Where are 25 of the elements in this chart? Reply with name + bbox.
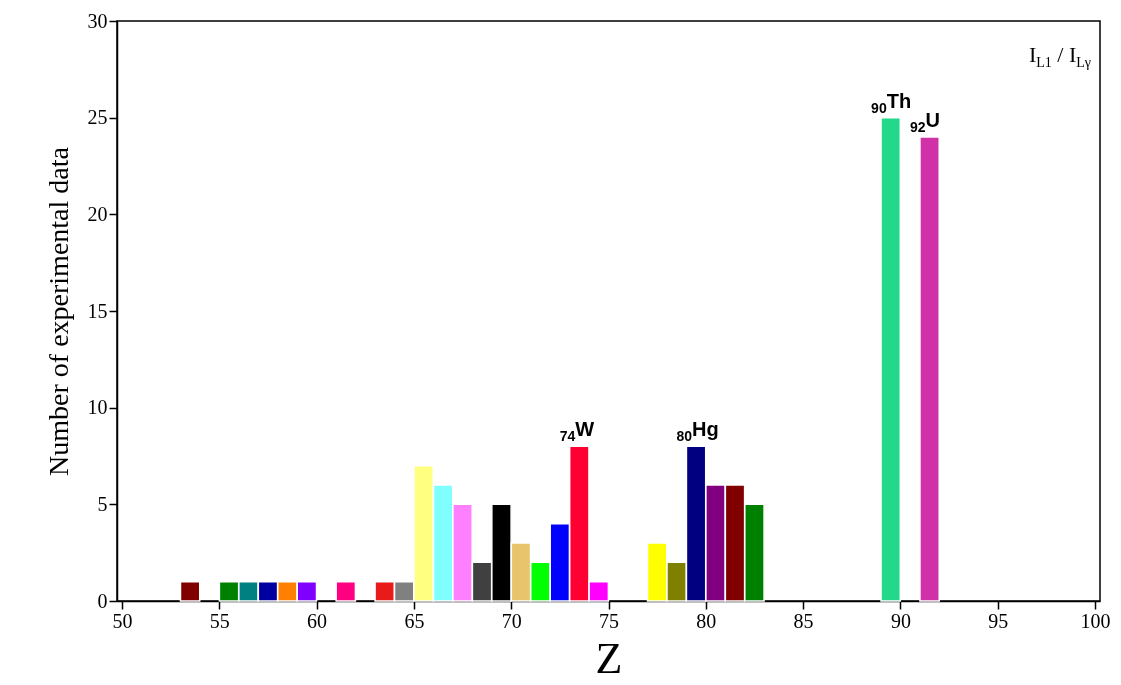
- x-tick-label: 65: [404, 609, 425, 632]
- x-tick-label: 55: [209, 609, 230, 632]
- y-tick-label: 30: [87, 9, 108, 32]
- x-tick-label: 50: [112, 609, 133, 632]
- bar: [919, 136, 940, 602]
- bar: [880, 116, 902, 602]
- y-tick-label: 20: [87, 202, 108, 225]
- x-axis-title: Z: [595, 633, 623, 683]
- x-tick-label: 100: [1080, 609, 1111, 632]
- x-tick-label: 70: [501, 609, 522, 632]
- x-tick-label: 90: [890, 609, 911, 632]
- bar: [335, 580, 357, 602]
- y-tick-label: 0: [97, 589, 108, 612]
- x-tick-label: 75: [599, 609, 619, 632]
- x-tick-label: 60: [307, 609, 328, 632]
- x-tick-label: 95: [988, 609, 1009, 632]
- ratio-note: I$_{L1}$ / I$_{Lγ}$: [1028, 42, 1091, 72]
- x-tick-label: 80: [696, 609, 717, 632]
- bar: [179, 580, 201, 602]
- y-tick-label: 15: [87, 299, 108, 322]
- y-tick-label: 10: [87, 396, 108, 419]
- y-tick-label: 5: [97, 492, 108, 515]
- x-tick-label: 85: [793, 609, 814, 632]
- y-axis-title: Number of experimental data: [42, 146, 74, 476]
- y-tick-label: 25: [87, 106, 108, 129]
